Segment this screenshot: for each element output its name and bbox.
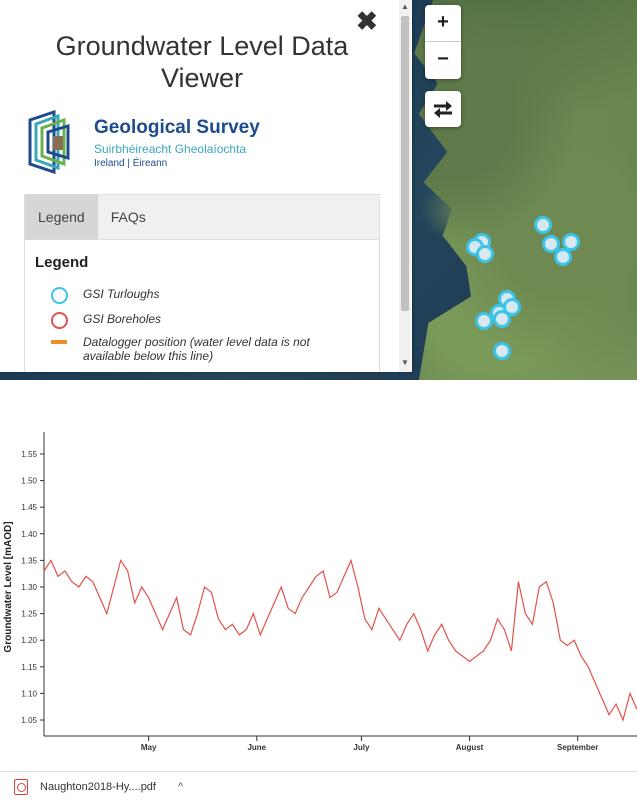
map-marker[interactable]: [493, 342, 511, 360]
close-icon[interactable]: ✖: [356, 6, 378, 36]
logo-country: Ireland | Éireann: [94, 158, 168, 169]
y-tick-label: 1.25: [21, 610, 37, 619]
tabs-container: Legend FAQs Legend GSI Turloughs GSI Bor…: [24, 194, 380, 372]
y-axis-title: Groundwater Level [mAOD]: [3, 521, 14, 652]
turlough-circle-icon: [50, 287, 68, 304]
x-tick-label: May: [141, 743, 157, 752]
y-tick-label: 1.10: [21, 689, 37, 698]
pdf-file-icon: [14, 778, 28, 795]
scroll-down-icon[interactable]: ▼: [401, 358, 409, 367]
zoom-in-button[interactable]: +: [437, 11, 449, 33]
zoom-out-button[interactable]: −: [425, 41, 461, 78]
scroll-thumb[interactable]: [401, 16, 409, 311]
x-tick-label: June: [247, 743, 266, 752]
legend-label: GSI Boreholes: [83, 312, 162, 326]
map-marker[interactable]: [562, 233, 580, 251]
download-file-name[interactable]: Naughton2018-Hy....pdf: [40, 780, 156, 793]
downloads-bar: Naughton2018-Hy....pdf ^: [0, 771, 637, 801]
map-marker[interactable]: [534, 216, 552, 234]
tab-legend[interactable]: Legend: [25, 195, 98, 239]
map-marker[interactable]: [542, 235, 560, 253]
y-tick-label: 1.05: [21, 716, 37, 725]
legend-item-boreholes: GSI Boreholes: [35, 312, 161, 329]
x-tick-label: September: [557, 743, 598, 752]
y-tick-label: 1.45: [21, 503, 37, 512]
groundwater-level-line: [43, 558, 637, 722]
tab-faqs[interactable]: FAQs: [110, 209, 146, 225]
panel-title: Groundwater Level Data Viewer: [55, 31, 349, 93]
scroll-up-icon[interactable]: ▲: [401, 2, 409, 11]
logo-name-en: Geological Survey: [94, 117, 260, 138]
legend-label: GSI Turloughs: [83, 287, 160, 301]
zoom-control: + −: [425, 5, 461, 79]
panel-scrollbar[interactable]: ▲ ▼: [399, 0, 411, 372]
swap-arrows-icon: [434, 101, 452, 118]
y-tick-label: 1.50: [21, 477, 37, 486]
y-tick-label: 1.35: [21, 556, 37, 565]
y-tick-label: 1.40: [21, 530, 37, 539]
groundwater-chart: 1.05 1.10 1.15 1.20 1.25 1.30 1.35 1.40 1.45 1.50…: [3, 432, 637, 752]
logo-name-ga: Suirbhéireacht Gheolaíochta: [94, 142, 247, 156]
legend-item-datalogger: Datalogger position (water level data is…: [35, 335, 335, 363]
x-tick-label: July: [353, 743, 370, 752]
side-panel: ✖ Groundwater Level Data Viewer Geologic…: [0, 0, 412, 372]
borehole-circle-icon: [50, 312, 68, 329]
y-tick-label: 1.55: [21, 450, 37, 459]
tab-bar: Legend FAQs: [25, 195, 379, 240]
gsi-logo-icon: [28, 110, 70, 174]
map-marker[interactable]: [493, 310, 511, 328]
y-tick-label: 1.20: [21, 636, 37, 645]
legend-label: Datalogger position (water level data is…: [83, 335, 310, 363]
legend-heading: Legend: [35, 254, 89, 271]
chevron-up-icon[interactable]: ^: [177, 780, 184, 793]
map-marker[interactable]: [475, 312, 493, 330]
datalogger-line-icon: [51, 340, 67, 344]
y-tick-label: 1.15: [21, 663, 37, 672]
x-tick-label: August: [456, 743, 484, 752]
map-marker[interactable]: [554, 248, 572, 266]
y-tick-label: 1.30: [21, 583, 37, 592]
map-marker[interactable]: [476, 245, 494, 263]
swap-layers-button[interactable]: [425, 91, 461, 127]
legend-item-turloughs: GSI Turloughs: [35, 287, 159, 304]
